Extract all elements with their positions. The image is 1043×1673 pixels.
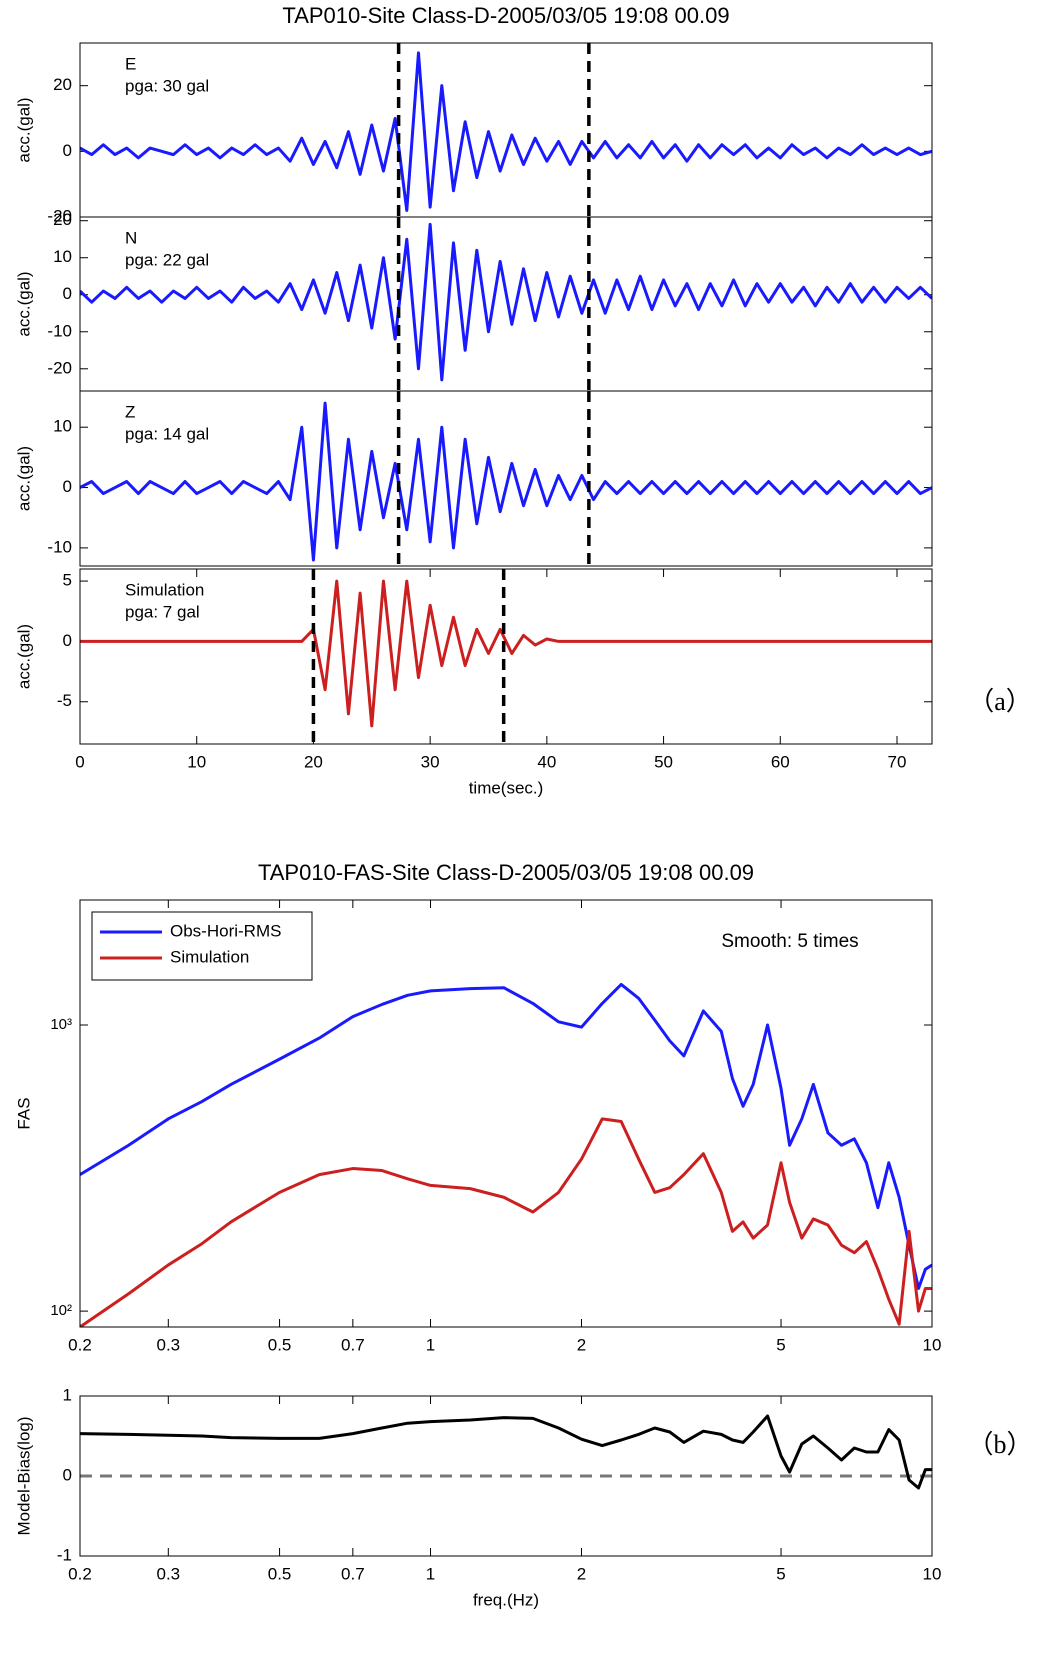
x-tick-label: 2 — [577, 1335, 586, 1354]
series-line — [80, 401, 932, 562]
y-tick-label: 0 — [63, 477, 72, 496]
x-tick-label: 0.5 — [268, 1335, 292, 1354]
y-tick-label: 10 — [53, 417, 72, 436]
x-tick-label: 40 — [537, 752, 556, 771]
y-tick-label: -20 — [47, 358, 72, 377]
annotation: pga: 30 gal — [125, 76, 209, 95]
x-tick-label: 10 — [187, 752, 206, 771]
x-tick-label: 0.3 — [156, 1564, 180, 1583]
x-tick-label: 30 — [421, 752, 440, 771]
x-tick-label: 2 — [577, 1564, 586, 1583]
y-axis-label: acc.(gal) — [14, 624, 33, 689]
annotation: N — [125, 228, 137, 247]
legend-label: Obs-Hori-RMS — [170, 921, 281, 940]
panel-label: （b） — [967, 1430, 1032, 1459]
plot-frame — [79, 390, 933, 567]
y-tick-label: -1 — [57, 1545, 72, 1564]
annotation: pga: 14 gal — [125, 424, 209, 443]
y-tick-label: -10 — [47, 537, 72, 556]
x-tick-label: 70 — [888, 752, 907, 771]
y-axis-label: acc.(gal) — [14, 97, 33, 162]
y-tick-label: 0 — [63, 1465, 72, 1484]
plot-area — [80, 217, 932, 391]
x-tick-label: 0.3 — [156, 1335, 180, 1354]
series-line — [80, 222, 932, 382]
x-axis-label: time(sec.) — [469, 778, 544, 797]
annotation: pga: 22 gal — [125, 250, 209, 269]
y-axis-label: acc.(gal) — [14, 446, 33, 511]
y-tick-label: 20 — [53, 210, 72, 229]
chart-title: TAP010-FAS-Site Class-D-2005/03/05 19:08… — [258, 860, 754, 885]
plot-frame — [79, 1395, 933, 1557]
x-tick-label: 0.7 — [341, 1335, 365, 1354]
x-tick-label: 0.7 — [341, 1564, 365, 1583]
x-tick-label: 20 — [304, 752, 323, 771]
x-tick-label: 0.2 — [68, 1335, 92, 1354]
x-tick-label: 50 — [654, 752, 673, 771]
plot-area — [80, 569, 932, 744]
annotation: pga: 7 gal — [125, 602, 200, 621]
plot-area — [80, 391, 932, 566]
x-tick-label: 1 — [426, 1564, 435, 1583]
series-line — [80, 1117, 932, 1327]
chart-title: TAP010-Site Class-D-2005/03/05 19:08 00.… — [282, 3, 729, 28]
x-tick-label: 5 — [776, 1564, 785, 1583]
x-tick-label: 10 — [923, 1335, 942, 1354]
y-tick-label: 10 — [53, 247, 72, 266]
legend-label: Simulation — [170, 947, 249, 966]
x-tick-label: 0.5 — [268, 1564, 292, 1583]
series-line — [80, 1414, 932, 1490]
annotation: E — [125, 54, 136, 73]
y-axis-label: FAS — [14, 1097, 33, 1129]
x-tick-label: 0.2 — [68, 1564, 92, 1583]
y-axis-label: acc.(gal) — [14, 271, 33, 336]
y-tick-label: 20 — [53, 75, 72, 94]
y-tick-label: 10³ — [50, 1016, 72, 1033]
x-axis-label: freq.(Hz) — [473, 1590, 539, 1609]
y-tick-label: 1 — [63, 1385, 72, 1404]
panel-label: （a） — [968, 687, 1032, 716]
y-tick-label: 0 — [63, 141, 72, 160]
annotation: Z — [125, 402, 135, 421]
plot-frame — [79, 899, 933, 1328]
note: Smooth: 5 times — [721, 931, 858, 952]
x-tick-label: 60 — [771, 752, 790, 771]
series-line — [80, 579, 932, 728]
plot-area — [80, 43, 932, 217]
y-axis-label: Model-Bias(log) — [14, 1416, 33, 1535]
y-tick-label: -5 — [57, 691, 72, 710]
legend-box — [91, 911, 313, 981]
plot-frame — [79, 568, 933, 745]
y-tick-label: 0 — [63, 631, 72, 650]
x-tick-label: 5 — [776, 1335, 785, 1354]
series-line — [80, 982, 932, 1290]
y-tick-label: -20 — [47, 206, 72, 225]
y-tick-label: -10 — [47, 321, 72, 340]
y-tick-label: 5 — [63, 571, 72, 590]
x-tick-label: 0 — [75, 752, 84, 771]
y-tick-label: 10² — [50, 1302, 72, 1319]
annotation: Simulation — [125, 580, 204, 599]
y-tick-label: 0 — [63, 284, 72, 303]
x-tick-label: 1 — [426, 1335, 435, 1354]
x-tick-label: 10 — [923, 1564, 942, 1583]
series-line — [80, 51, 932, 212]
